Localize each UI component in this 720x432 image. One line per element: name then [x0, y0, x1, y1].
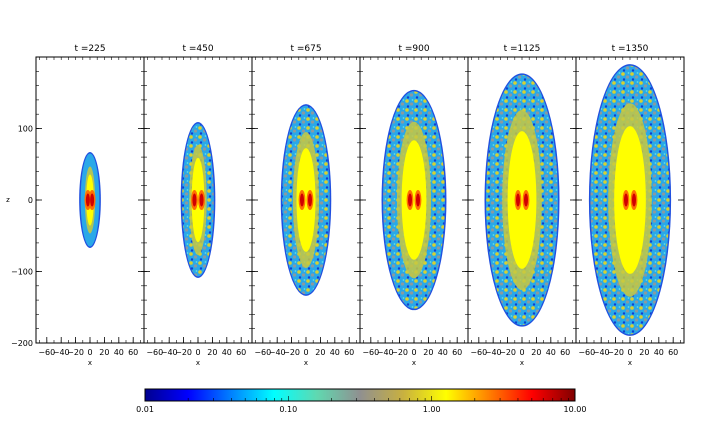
x-tick-label: −60	[362, 348, 379, 357]
hotspot-left-core	[192, 193, 197, 207]
x-tick-label: 60	[668, 348, 678, 357]
hotspot-right-core	[199, 193, 204, 207]
jet-core	[614, 126, 646, 274]
x-tick-label: 60	[452, 348, 462, 357]
colorbar-tick-label: 0.10	[279, 405, 297, 414]
x-tick-label: 0	[627, 348, 632, 357]
x-tick-label: 0	[411, 348, 416, 357]
x-tick-label: 40	[438, 348, 448, 357]
y-tick-label: 0	[28, 196, 33, 205]
x-tick-label: 20	[207, 348, 217, 357]
panel-title: t =900	[398, 44, 429, 54]
x-tick-label: −20	[391, 348, 408, 357]
panel-title: t =450	[182, 44, 213, 54]
x-tick-label: 0	[87, 348, 92, 357]
x-tick-label: −20	[607, 348, 624, 357]
x-tick-label: −40	[269, 348, 286, 357]
y-tick-label: −100	[11, 268, 33, 277]
panel-title: t =225	[74, 44, 105, 54]
panel-1: −60−40−20 0 20 40 60 x t =225	[35, 44, 145, 367]
jet-core	[507, 131, 537, 269]
y-tick-label: 100	[18, 125, 33, 134]
x-tick-label: 40	[546, 348, 556, 357]
hotspot-right-core	[308, 193, 312, 207]
x-tick-label: −60	[578, 348, 595, 357]
x-axis-label: x	[412, 359, 416, 367]
hotspot-left-core	[85, 193, 90, 207]
panel-3: −60−40−20 0 20 40 60 x t =675	[251, 44, 361, 367]
x-axis-label: x	[88, 359, 92, 367]
x-tick-label: −20	[175, 348, 192, 357]
x-tick-label: −20	[499, 348, 516, 357]
hotspot-right-core	[524, 193, 528, 207]
hotspot-right-core	[90, 193, 95, 207]
x-tick-label: 20	[423, 348, 433, 357]
x-tick-label: 20	[639, 348, 649, 357]
panel-2: −60−40−20 0 20 40 60 x t =450	[143, 44, 253, 367]
jet-core	[401, 140, 427, 260]
panel-6: −60−40−20 0 20 40 60 x t =1350	[575, 44, 685, 367]
x-tick-label: 60	[128, 348, 138, 357]
x-tick-label: 60	[236, 348, 246, 357]
panel-4: −60−40−20 0 20 40 60 x t =900	[359, 44, 469, 367]
x-tick-label: −20	[283, 348, 300, 357]
x-axis-label: x	[196, 359, 200, 367]
x-tick-label: −40	[161, 348, 178, 357]
hotspot-left-core	[300, 193, 304, 207]
x-tick-label: 40	[114, 348, 124, 357]
colorbar-tick-label: 1.00	[423, 405, 441, 414]
x-tick-label: 0	[519, 348, 524, 357]
x-tick-label: 60	[560, 348, 570, 357]
x-tick-label: −60	[254, 348, 271, 357]
hotspot-right-core	[632, 193, 636, 207]
x-axis-label: x	[520, 359, 524, 367]
panel-title: t =1350	[612, 44, 649, 54]
x-tick-label: 20	[99, 348, 109, 357]
jet-core	[296, 148, 316, 252]
x-axis-label: x	[628, 359, 632, 367]
x-tick-label: 0	[195, 348, 200, 357]
x-tick-label: 60	[344, 348, 354, 357]
hotspot-left-core	[408, 193, 412, 207]
colorbar-ticks: 0.01 0.10 1.00 10.00	[136, 396, 586, 414]
x-tick-label: −20	[67, 348, 84, 357]
panel-title: t =1125	[504, 44, 541, 54]
colorbar: 0.01 0.10 1.00 10.00	[136, 388, 586, 414]
colorbar-gradient	[144, 388, 576, 402]
hotspot-left-core	[516, 193, 520, 207]
x-tick-label: −60	[470, 348, 487, 357]
x-tick-label: 40	[654, 348, 664, 357]
x-tick-label: −40	[53, 348, 70, 357]
hotspot-right-core	[416, 193, 420, 207]
jet-core	[191, 157, 205, 243]
x-tick-label: −60	[146, 348, 163, 357]
x-axis-label: x	[304, 359, 308, 367]
panel-5: −60−40−20 0 20 40 60 x t =1125	[467, 44, 577, 367]
x-tick-label: 40	[222, 348, 232, 357]
x-tick-label: 20	[315, 348, 325, 357]
y-axis-label: z	[6, 196, 10, 204]
x-tick-label: 40	[330, 348, 340, 357]
x-tick-label: 0	[303, 348, 308, 357]
x-tick-label: −40	[377, 348, 394, 357]
panel-title: t =675	[290, 44, 321, 54]
x-tick-label: −60	[38, 348, 55, 357]
x-tick-label: −40	[593, 348, 610, 357]
y-tick-label: −200	[11, 339, 33, 348]
x-tick-label: 20	[531, 348, 541, 357]
hotspot-left-core	[624, 193, 628, 207]
colorbar-tick-label: 10.00	[564, 405, 587, 414]
colorbar-tick-label: 0.01	[136, 405, 154, 414]
x-tick-label: −40	[485, 348, 502, 357]
